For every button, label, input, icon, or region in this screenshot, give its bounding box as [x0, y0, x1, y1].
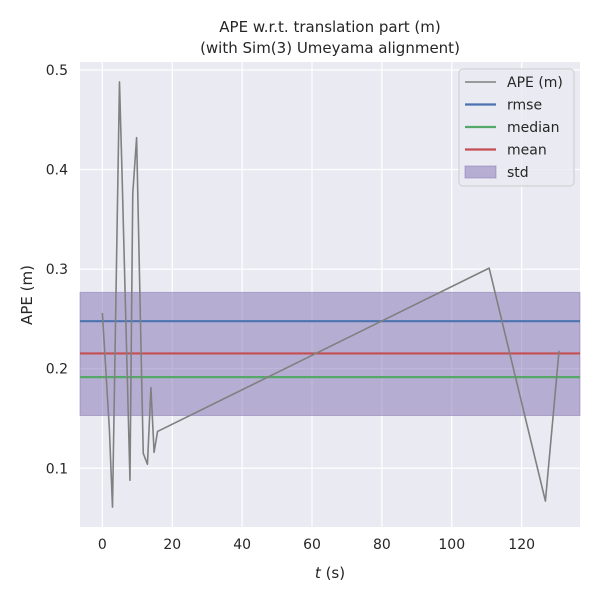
y-tick-label: 0.3 [46, 262, 68, 278]
legend-label: APE (m) [507, 75, 563, 91]
x-axis-label: t (s) [315, 564, 345, 582]
tick-labels: 0 20 40 60 80 100 120 0.1 0.2 0.3 0.4 0.5 [46, 63, 535, 553]
chart-subtitle: (with Sim(3) Umeyama alignment) [200, 39, 460, 57]
x-tick-label: 20 [163, 537, 181, 553]
legend-label: mean [507, 143, 547, 159]
series-layer [101, 81, 560, 508]
x-tick-label: 60 [303, 537, 321, 553]
x-tick-label: 0 [98, 537, 107, 553]
x-tick-label: 40 [233, 537, 251, 553]
chart-title: APE w.r.t. translation part (m) [219, 18, 440, 36]
legend-label: median [507, 120, 559, 136]
y-tick-label: 0.5 [46, 63, 68, 79]
x-axis-label-var: t [315, 564, 322, 582]
legend: APE (m) rmse median mean std [458, 68, 575, 187]
y-tick-label: 0.2 [46, 362, 68, 378]
y-tick-label: 0.4 [46, 163, 68, 179]
y-axis-label: APE (m) [18, 265, 36, 325]
legend-label: std [507, 165, 529, 181]
x-tick-label: 80 [373, 537, 391, 553]
x-tick-label: 100 [438, 537, 465, 553]
y-tick-label: 0.1 [46, 461, 68, 477]
legend-label: rmse [507, 98, 542, 114]
legend-box [458, 68, 575, 187]
ape-series-line [101, 81, 560, 508]
x-tick-label: 120 [508, 537, 535, 553]
x-axis-label-unit: (s) [321, 564, 345, 582]
legend-swatch [464, 165, 497, 179]
stat-lines [80, 320, 580, 379]
